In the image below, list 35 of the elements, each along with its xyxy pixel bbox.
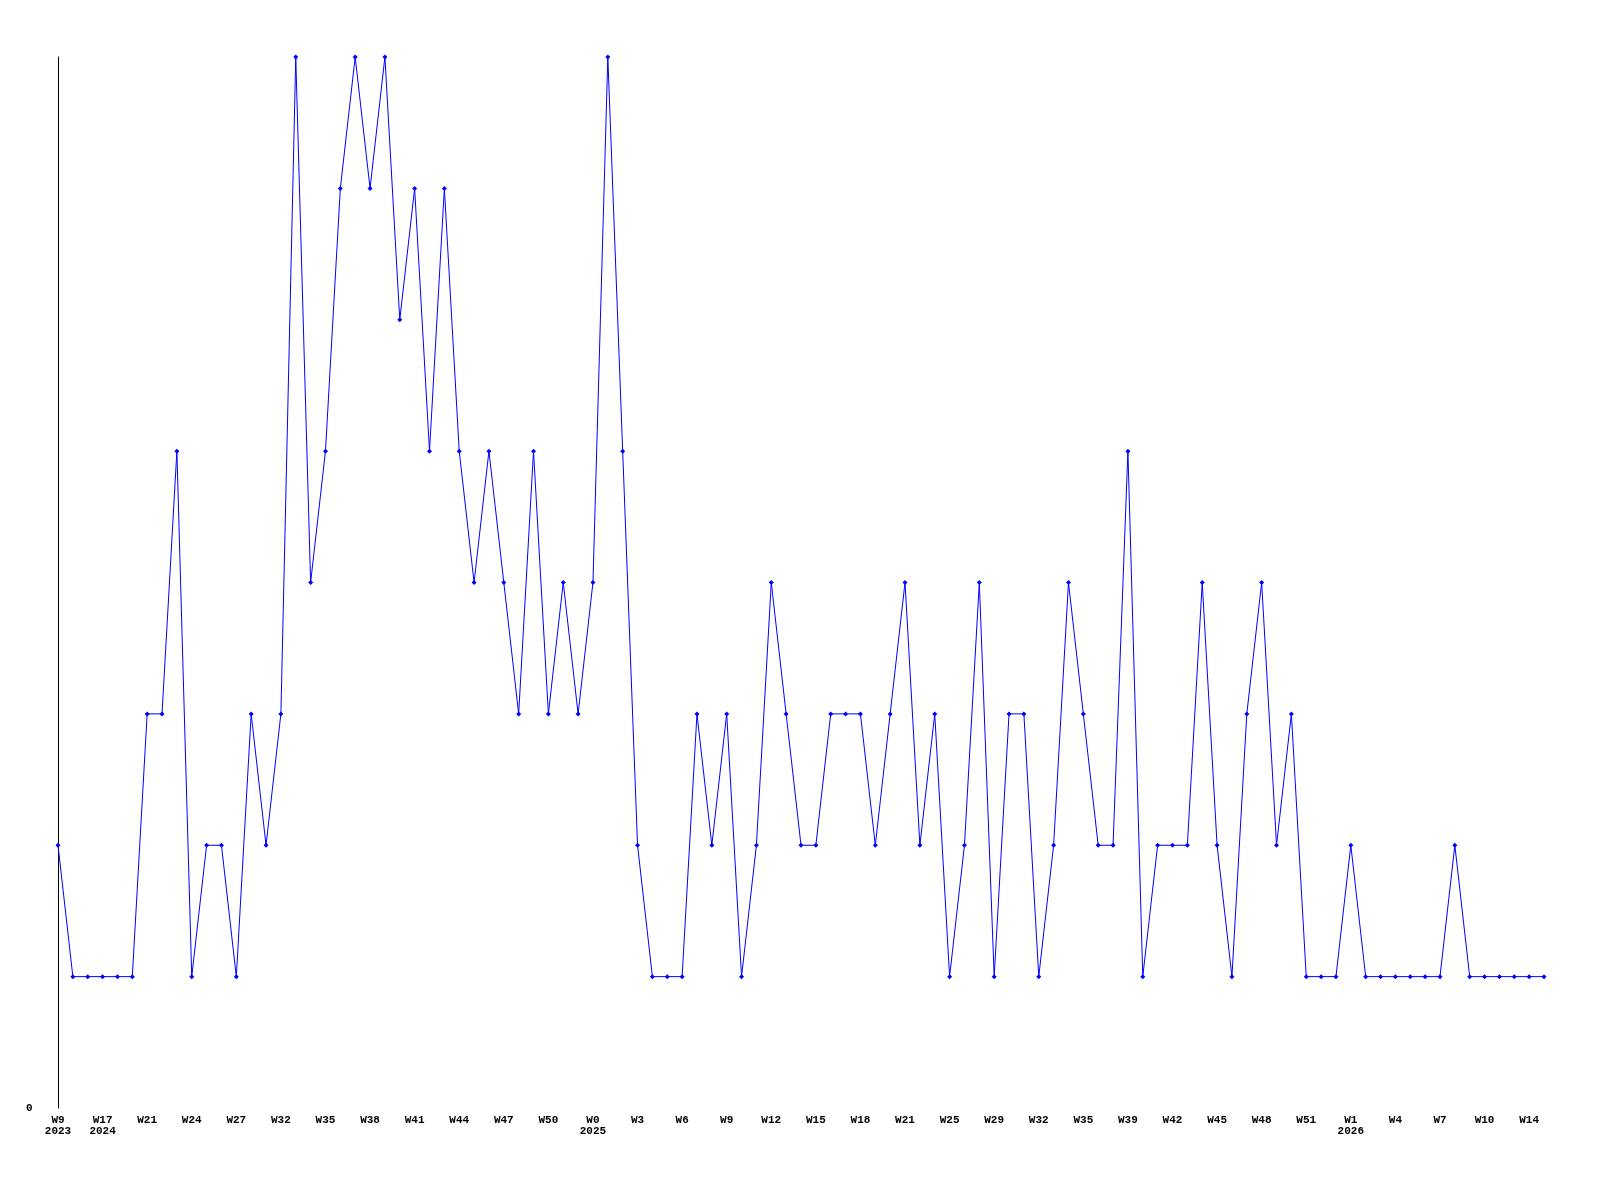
x-tick-label: W3	[630, 1113, 645, 1126]
x-tick-label: W24	[181, 1113, 203, 1126]
x-tick-label: W51	[1296, 1113, 1317, 1126]
x-tick-label: W6	[675, 1113, 689, 1126]
x-tick-label: W0 2025	[579, 1113, 607, 1137]
x-tick-label: W17 2024	[89, 1113, 117, 1137]
x-tick-label: W7	[1433, 1113, 1447, 1126]
x-tick-label: W35	[315, 1113, 336, 1126]
text: 0	[26, 1101, 33, 1114]
x-tick-label: W9	[720, 1113, 734, 1126]
x-tick-label: W32	[270, 1113, 291, 1126]
x-tick-label: W4	[1388, 1113, 1403, 1126]
x-tick-label: W48	[1251, 1113, 1272, 1126]
x-tick-label: W50	[538, 1113, 559, 1126]
x-tick-label: W10	[1474, 1113, 1495, 1126]
x-tick-label: W39	[1118, 1113, 1138, 1126]
x-tick-label: W45	[1207, 1113, 1228, 1126]
x-tick-label: W44	[449, 1113, 470, 1126]
x-tick-label: W27	[226, 1113, 247, 1126]
x-tick-label: W41	[404, 1113, 425, 1126]
x-tick-label: W12	[761, 1113, 782, 1126]
x-tick-label: W29	[984, 1113, 1005, 1126]
x-tick-label: W38	[360, 1113, 381, 1126]
x-tick-label: W42	[1162, 1113, 1183, 1126]
x-tick-label: W18	[850, 1113, 871, 1126]
x-tick-label: W1 2026	[1337, 1113, 1365, 1137]
x-tick-label: W14	[1519, 1113, 1540, 1126]
x-tick-label: W25	[939, 1113, 960, 1126]
x-tick-label: W9 2023	[44, 1113, 72, 1137]
x-tick-label: W21	[895, 1113, 916, 1126]
x-tick-label: W21	[137, 1113, 158, 1126]
x-tick-label: W15	[805, 1113, 827, 1126]
x-tick-label: W32	[1028, 1113, 1049, 1126]
x-tick-label: W47	[493, 1113, 514, 1126]
x-tick-label: W35	[1073, 1113, 1094, 1126]
